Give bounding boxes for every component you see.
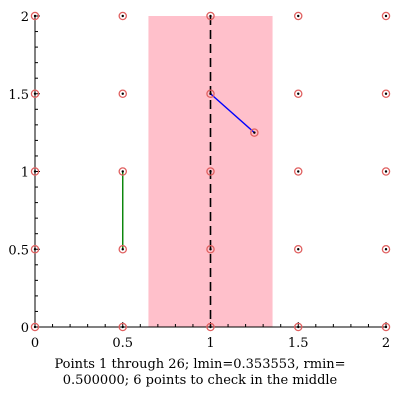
data-point-dot (121, 325, 124, 329)
x-tick-label: 2 (382, 336, 390, 351)
data-point (381, 244, 391, 254)
data-point-dot (297, 14, 300, 18)
data-point-ring (206, 11, 215, 21)
data-point (293, 167, 303, 176)
data-point-dot (384, 170, 388, 173)
point-markers (30, 11, 391, 332)
closest-pair-segment (210, 93, 255, 134)
data-point-ring (206, 322, 215, 332)
y-tick-label: 0.5 (8, 243, 29, 258)
data-point-dot (253, 131, 256, 134)
data-point (206, 11, 215, 21)
data-point (118, 244, 128, 254)
data-point-dot (297, 248, 300, 251)
data-point-dot (384, 92, 388, 95)
data-point (293, 11, 303, 21)
y-tick-label: 0 (21, 321, 29, 336)
x-tick-label: 1 (206, 336, 214, 351)
data-point (206, 244, 215, 254)
caption: Points 1 through 26; lmin=0.353553, rmin… (0, 357, 400, 389)
data-point-ring (293, 11, 303, 21)
data-point (250, 128, 259, 137)
data-point (118, 322, 128, 332)
data-point (30, 11, 40, 21)
data-point (206, 167, 215, 176)
data-point-dot (33, 325, 37, 329)
data-point-ring (118, 167, 128, 176)
data-point-ring (293, 167, 303, 176)
data-point-dot (121, 14, 124, 18)
data-point-dot (209, 248, 212, 251)
data-point-dot (209, 14, 212, 18)
data-point (118, 89, 128, 99)
x-tick-label: 0.5 (112, 336, 133, 351)
tick-labels: 0 0.5 1 1.5 2 0 0.5 1 1.5 2 (8, 10, 390, 351)
data-point-ring (381, 11, 391, 21)
data-point-dot (33, 92, 37, 95)
data-point-dot (33, 248, 37, 251)
data-point (293, 89, 303, 99)
data-point (381, 89, 391, 99)
data-point-ring (30, 167, 40, 176)
data-point-ring (381, 167, 391, 176)
data-point (206, 89, 215, 99)
data-point-dot (384, 325, 388, 329)
data-point-ring (30, 244, 40, 254)
data-point (118, 167, 128, 176)
data-point-ring (293, 244, 303, 254)
data-point-ring (206, 89, 215, 99)
data-point-ring (118, 89, 128, 99)
data-point-dot (297, 170, 300, 173)
data-point (293, 244, 303, 254)
data-point-dot (33, 14, 37, 18)
data-point-dot (297, 325, 300, 329)
data-point (30, 167, 40, 176)
data-point-dot (384, 14, 388, 18)
data-point-ring (381, 322, 391, 332)
data-point-ring (381, 244, 391, 254)
data-point-ring (206, 167, 215, 176)
data-point-dot (209, 92, 212, 95)
data-point-dot (209, 170, 212, 173)
data-point-ring (250, 128, 259, 137)
data-point-ring (118, 11, 128, 21)
data-point-dot (121, 170, 124, 173)
caption-line-2: 0.500000; 6 points to check in the middl… (62, 373, 338, 388)
data-point (381, 167, 391, 176)
data-point (293, 322, 303, 332)
x-tick-label: 1.5 (288, 336, 309, 351)
data-point-dot (121, 248, 124, 251)
data-point-ring (118, 322, 128, 332)
data-point (30, 244, 40, 254)
data-point-dot (33, 170, 37, 173)
x-tick-label: 0 (31, 336, 39, 351)
data-point (118, 11, 128, 21)
data-point (30, 89, 40, 99)
data-point-dot (384, 248, 388, 251)
data-point-ring (30, 89, 40, 99)
data-point-ring (30, 11, 40, 21)
data-point-dot (209, 325, 212, 329)
data-point (381, 11, 391, 21)
data-point-ring (30, 322, 40, 332)
data-point (30, 322, 40, 332)
caption-line-1: Points 1 through 26; lmin=0.353553, rmin… (54, 357, 346, 372)
y-tick-label: 1 (21, 166, 29, 181)
y-tick-label: 2 (21, 10, 29, 25)
data-point-ring (118, 244, 128, 254)
closest-pair-segments (122, 93, 255, 250)
data-point-ring (381, 89, 391, 99)
data-point-dot (297, 92, 300, 95)
data-point-ring (293, 322, 303, 332)
data-point (381, 322, 391, 332)
data-point (206, 322, 215, 332)
data-point-ring (293, 89, 303, 99)
y-tick-label: 1.5 (8, 88, 29, 103)
data-point-dot (121, 92, 124, 95)
data-point-ring (206, 244, 215, 254)
